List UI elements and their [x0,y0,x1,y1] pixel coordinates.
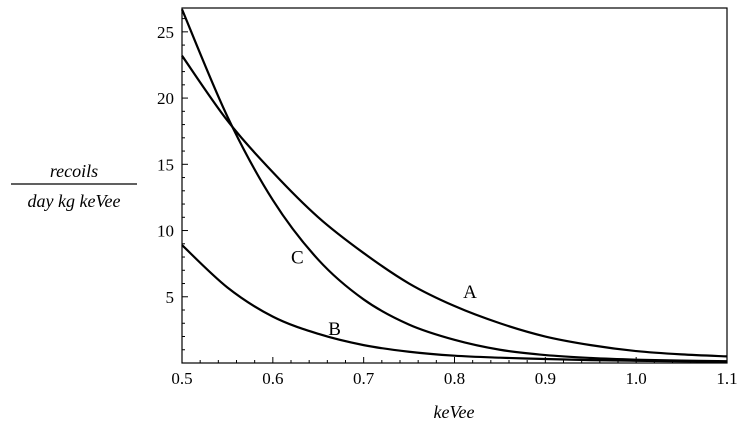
x-tick-label: 1.0 [626,369,647,388]
y-axis-title-denominator: day kg keVee [28,191,121,211]
y-tick-label: 25 [157,23,174,42]
y-tick-label: 20 [157,89,174,108]
curve-b [181,244,728,363]
axis-tick-labels: 0.5 0.6 0.7 0.8 0.9 1.0 1.1 5 10 15 20 25 [157,23,738,388]
x-tick-label: 0.9 [535,369,556,388]
y-tick-label: 5 [166,288,175,307]
y-tick-label: 15 [157,155,174,174]
y-tick-label: 10 [157,222,174,241]
y-axis-title: recoils day kg keVee [11,161,137,211]
x-tick-label: 0.6 [262,369,283,388]
y-axis-title-numerator: recoils [50,161,98,181]
curve-label-b: B [328,319,341,340]
x-tick-label: 0.8 [444,369,465,388]
curve-a [181,55,728,358]
curve-labels: A B C [291,248,477,341]
x-axis-title: keVee [434,402,475,422]
x-tick-label: 1.1 [716,369,737,388]
chart-curves [180,8,728,363]
curve-label-a: A [463,282,477,303]
axis-ticks [181,18,728,363]
curve-label-c: C [291,248,304,269]
x-tick-label: 0.7 [353,369,375,388]
curve-c [180,8,728,363]
x-tick-label: 0.5 [171,369,192,388]
